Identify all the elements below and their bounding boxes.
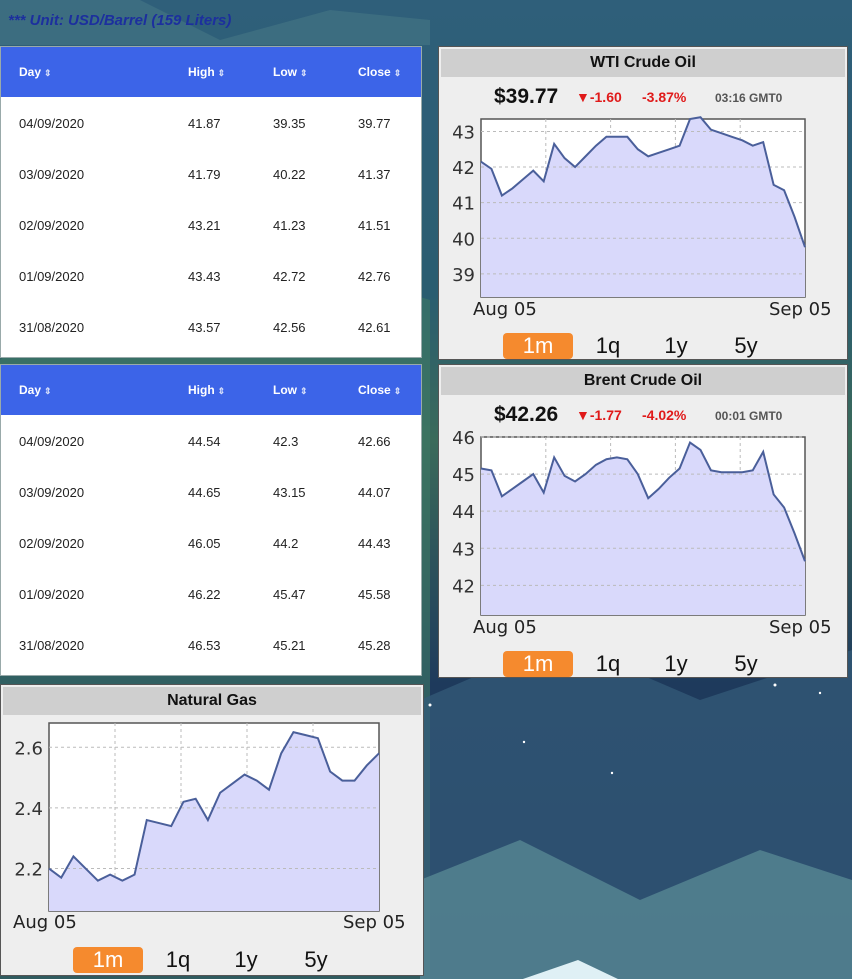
- change-percent: -3.87%: [642, 89, 687, 105]
- brent-area-chart: 46 45 44 43 42 Aug 05 Sep 05: [452, 428, 832, 638]
- x-start-label: Aug 05: [473, 617, 537, 638]
- sort-icon: ⇕: [393, 386, 402, 396]
- price: $42.26: [494, 403, 559, 426]
- range-1q-button[interactable]: 1q: [595, 333, 621, 358]
- range-1m-button[interactable]: 1m: [73, 947, 143, 973]
- range-selector: 1m 1q 1y 5y: [503, 333, 803, 359]
- range-1q-button[interactable]: 1q: [595, 651, 621, 676]
- sort-icon: ⇕: [393, 68, 402, 78]
- chart-title: Natural Gas: [3, 687, 421, 715]
- table-row: 04/09/2020 41.87 39.35 39.77: [19, 116, 391, 131]
- brent-chart-panel: Brent Crude Oil $42.26 ▼-1.77 -4.02% 00:…: [438, 364, 848, 678]
- y-tick-label: 42: [452, 576, 475, 597]
- column-close-header[interactable]: Close ⇕: [358, 65, 402, 79]
- column-close-header[interactable]: Close ⇕: [358, 383, 402, 397]
- x-end-label: Sep 05: [769, 617, 832, 638]
- y-tick-label: 44: [452, 502, 475, 523]
- y-tick-label: 46: [452, 428, 475, 449]
- x-end-label: Sep 05: [769, 299, 832, 320]
- y-tick-label: 41: [452, 194, 475, 215]
- chart-title: WTI Crude Oil: [441, 49, 845, 77]
- unit-note: *** Unit: USD/Barrel (159 Liters): [8, 12, 232, 29]
- series-line: [480, 441, 806, 562]
- range-1y-button[interactable]: 1y: [664, 651, 688, 676]
- y-tick-label: 2.6: [14, 738, 43, 759]
- range-1q-button[interactable]: 1q: [165, 947, 191, 972]
- y-tick-label: 43: [452, 122, 475, 143]
- range-5y-button[interactable]: 5y: [734, 651, 758, 676]
- y-tick-label: 2.4: [14, 799, 43, 820]
- change-percent: -4.02%: [642, 407, 687, 423]
- wti-chart-panel: WTI Crude Oil $39.77 ▼-1.60 -3.87% 03:16…: [438, 46, 848, 360]
- change: ▼-1.77: [576, 407, 622, 423]
- natural-gas-area-chart: 2.6 2.4 2.2 Aug 05 Sep 05: [13, 722, 406, 933]
- table-row: 01/09/2020 43.43 42.72 42.76: [19, 269, 391, 284]
- y-tick-label: 43: [452, 539, 475, 560]
- table-row: 04/09/2020 44.54 42.3 42.66: [19, 434, 391, 449]
- quote-time: 00:01 GMT0: [715, 409, 783, 423]
- sort-icon: ⇕: [44, 386, 52, 396]
- y-tick-label: 2.2: [14, 860, 43, 881]
- column-high-header[interactable]: High ⇕: [188, 383, 226, 397]
- column-low-header[interactable]: Low ⇕: [273, 383, 308, 397]
- table-header: Day ⇕ High ⇕ Low ⇕ Close ⇕: [1, 47, 421, 97]
- y-tick-label: 45: [452, 465, 475, 486]
- column-low-header[interactable]: Low ⇕: [273, 65, 308, 79]
- wti-area-chart: 43 42 41 40 39 Aug 05 Sep 05: [452, 116, 832, 320]
- area-fill: [481, 117, 805, 297]
- series-line: [48, 730, 380, 882]
- y-tick-label: 42: [452, 158, 475, 179]
- natural-gas-chart-panel: Natural Gas 2.6 2.4 2.2 Aug 05 Sep 05 1m 1q …: [0, 684, 424, 976]
- range-1m-button[interactable]: 1m: [503, 651, 573, 677]
- range-1y-button[interactable]: 1y: [234, 947, 258, 972]
- table-row: 31/08/2020 43.57 42.56 42.61: [19, 320, 391, 335]
- range-5y-button[interactable]: 5y: [734, 333, 758, 358]
- area-fill: [49, 732, 379, 911]
- area-fill: [481, 442, 805, 615]
- range-1y-button[interactable]: 1y: [664, 333, 688, 358]
- quote-time: 03:16 GMT0: [715, 91, 783, 105]
- sort-icon: ⇕: [217, 68, 226, 78]
- chart-title: Brent Crude Oil: [441, 367, 845, 395]
- column-day-header[interactable]: Day ⇕: [19, 383, 52, 397]
- y-tick-label: 39: [452, 265, 475, 286]
- x-start-label: Aug 05: [473, 299, 537, 320]
- table-row: 31/08/2020 46.53 45.21 45.28: [19, 638, 391, 653]
- table-row: 03/09/2020 41.79 40.22 41.37: [19, 167, 391, 182]
- sort-icon: ⇕: [300, 386, 308, 396]
- range-1m-button[interactable]: 1m: [503, 333, 573, 359]
- sort-icon: ⇕: [300, 68, 308, 78]
- sort-icon: ⇕: [44, 68, 52, 78]
- x-end-label: Sep 05: [343, 912, 406, 933]
- column-high-header[interactable]: High ⇕: [188, 65, 226, 79]
- y-tick-label: 40: [452, 229, 475, 250]
- range-selector: 1m 1q 1y 5y: [503, 651, 803, 677]
- sort-icon: ⇕: [217, 386, 226, 396]
- series-line: [480, 116, 806, 248]
- table-row: 03/09/2020 44.65 43.15 44.07: [19, 485, 391, 500]
- table-row: 02/09/2020 43.21 41.23 41.51: [19, 218, 391, 233]
- range-5y-button[interactable]: 5y: [304, 947, 328, 972]
- quote-line: $42.26 ▼-1.77 -4.02% 00:01 GMT0: [439, 403, 847, 427]
- quote-line: $39.77 ▼-1.60 -3.87% 03:16 GMT0: [439, 85, 847, 109]
- x-start-label: Aug 05: [13, 912, 77, 933]
- table-row: 01/09/2020 46.22 45.47 45.58: [19, 587, 391, 602]
- price: $39.77: [494, 85, 559, 108]
- wti-price-table: Day ⇕ High ⇕ Low ⇕ Close ⇕ 04/09/2020 41.87 39…: [0, 46, 422, 358]
- range-selector: 1m 1q 1y 5y: [73, 947, 373, 973]
- brent-price-table: Day ⇕ High ⇕ Low ⇕ Close ⇕ 04/09/2020 44.54 42…: [0, 364, 422, 676]
- table-row: 02/09/2020 46.05 44.2 44.43: [19, 536, 391, 551]
- column-day-header[interactable]: Day ⇕: [19, 65, 52, 79]
- change: ▼-1.60: [576, 89, 622, 105]
- table-header: Day ⇕ High ⇕ Low ⇕ Close ⇕: [1, 365, 421, 415]
